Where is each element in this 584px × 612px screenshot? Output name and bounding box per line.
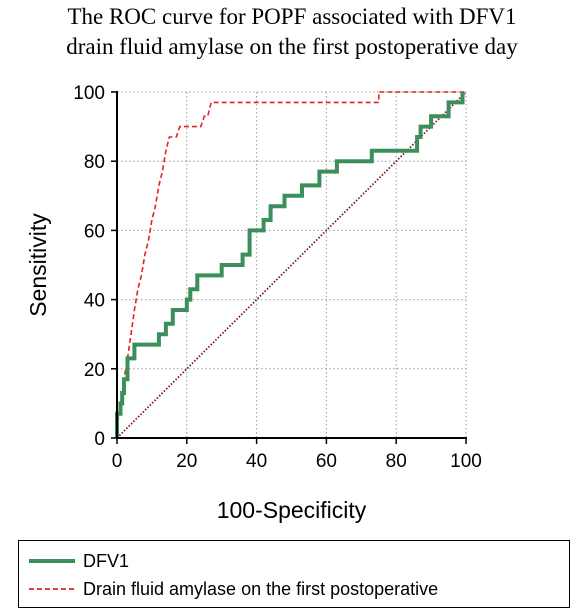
y-axis-label: Sensitivity — [25, 213, 51, 317]
y-tick-label-1: 20 — [84, 360, 105, 381]
roc-chart: 0 20 40 60 80 100 0 20 40 60 80 100 100-Specificity… — [25, 83, 482, 523]
y-tick-label-4: 80 — [84, 152, 105, 173]
x-tick-label-2: 40 — [246, 451, 267, 472]
legend-label-amylase: Drain fluid amylase on the first postope… — [83, 578, 439, 599]
legend-label-dfv1: DFV1 — [83, 550, 130, 571]
legend-item-dfv1: DFV1 — [29, 548, 129, 574]
y-tick-label-2: 40 — [84, 291, 105, 312]
legend-item-amylase: Drain fluid amylase on the first postope… — [29, 576, 438, 602]
series-line-1 — [116, 91, 466, 439]
x-tick-label-3: 60 — [316, 451, 337, 472]
chart-title: The ROC curve for POPF associated with D… — [0, 2, 584, 62]
series-line-2 — [116, 91, 467, 439]
series-layer — [115, 91, 467, 439]
y-tick-label-3: 60 — [84, 221, 105, 242]
x-axis-label: 100-Specificity — [217, 497, 367, 523]
x-tick-label-5: 100 — [450, 451, 482, 472]
x-tick-label-0: 0 — [112, 451, 123, 472]
chart-title-line-2: drain fluid amylase on the first postope… — [66, 34, 518, 59]
y-tick-label-5: 100 — [73, 83, 105, 104]
y-tick-label-0: 0 — [94, 429, 105, 450]
chart-title-line-1: The ROC curve for POPF associated with D… — [67, 4, 517, 29]
series-line-0 — [115, 92, 465, 438]
axes — [116, 91, 467, 439]
legend-swatch-amylase — [29, 588, 75, 590]
legend-swatch-dfv1 — [29, 559, 75, 563]
x-tick-label-4: 80 — [386, 451, 407, 472]
legend: DFV1 Drain fluid amylase on the first po… — [18, 540, 570, 608]
ticks: 0 20 40 60 80 100 0 20 40 60 80 100 — [73, 83, 482, 472]
x-tick-label-1: 20 — [176, 451, 197, 472]
